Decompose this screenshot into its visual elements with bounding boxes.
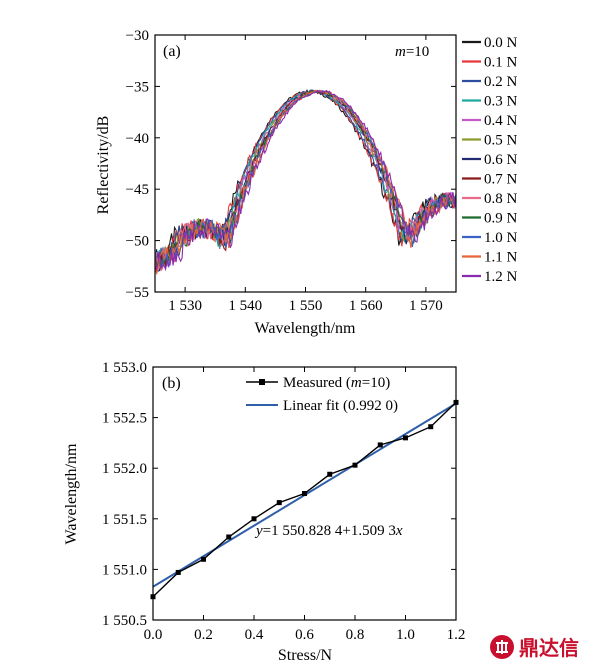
panel-a-curves xyxy=(155,89,456,275)
legend-measured-label: Measured (m=10) xyxy=(283,375,390,391)
panel-a-legend: 0.0 N 0.1 N 0.2 N 0.3 N 0.4 N 0.5 N 0.6 N 0.7 N… xyxy=(462,35,518,285)
legend-entry-label: 1.2 N xyxy=(484,269,518,285)
legend-entry-label: 0.2 N xyxy=(484,74,518,90)
panel-b-y-tick-label: 1 551.5 xyxy=(102,512,147,528)
legend-fit-label: Linear fit (0.992 0) xyxy=(283,398,398,414)
measured-point xyxy=(327,471,333,477)
panel-a-y-tick-label: −50 xyxy=(126,234,149,250)
panel-b-x-tick-label: 1.2 xyxy=(447,627,466,643)
measured-point xyxy=(403,435,408,441)
panel-a-x-tick-label: 1 550 xyxy=(289,298,323,314)
spectrum-line-1-2-N xyxy=(155,89,456,272)
panel-b-y-tick-label: 1 550.5 xyxy=(102,613,147,629)
measured-point xyxy=(251,516,257,522)
legend-entry-label: 0.8 N xyxy=(484,191,518,207)
legend-entry-label: 1.1 N xyxy=(484,250,518,266)
measured-point xyxy=(352,462,358,468)
panel-a-y-tick-label: −45 xyxy=(126,182,149,198)
panel-a-tag: (a) xyxy=(163,43,181,60)
legend-entry-label: 0.3 N xyxy=(484,94,518,110)
panel-a-plot-frame xyxy=(154,34,457,293)
panel-b-y-tick-label: 1 553.0 xyxy=(102,360,147,376)
spectrum-line-1-1-N xyxy=(155,89,456,275)
panel-b-linear-fit-chart: 0.0 0.2 0.4 0.6 0.8 1.0 1.2 1 550.5 1 551.0 1 551… xyxy=(63,360,465,664)
panel-a-y-tick-label: −35 xyxy=(126,79,149,95)
panel-b-x-tick-label: 0.2 xyxy=(194,627,213,643)
measured-point xyxy=(302,491,307,496)
legend-measured-m: m xyxy=(351,375,362,391)
watermark-text: 鼎达信 xyxy=(519,636,579,660)
panel-a-x-tick-label: 1 570 xyxy=(409,298,443,314)
panel-a-m-symbol: m xyxy=(395,44,406,60)
legend-entry-label: 0.6 N xyxy=(484,152,518,168)
panel-b-x-tick-label: 0.0 xyxy=(144,627,163,643)
panel-a-x-axis-label: Wavelength/nm xyxy=(255,320,356,337)
panel-a-x-tick-label: 1 530 xyxy=(168,298,202,314)
legend-measured-suffix: =10) xyxy=(362,375,390,391)
spectrum-line-0-3-N xyxy=(155,89,456,267)
panel-a-y-tick-label: −55 xyxy=(126,285,149,301)
watermark-logo: 鼎达信 xyxy=(489,632,579,661)
panel-a-spectrum-chart: 1 530 1 540 1 550 1 560 1 570 −55 −50 −45 −40 −35… xyxy=(95,28,518,337)
legend-entry-label: 0.4 N xyxy=(484,113,518,129)
equation-y: y xyxy=(254,523,263,539)
measured-point xyxy=(201,556,206,562)
panel-a-y-tick-label: −40 xyxy=(126,131,149,147)
legend-measured-marker xyxy=(259,379,265,385)
equation-body: =1 550.828 4+1.509 3 xyxy=(263,523,396,539)
watermark-seal-icon xyxy=(490,634,514,659)
panel-b-tag: (b) xyxy=(162,375,181,392)
panel-b-y-tick-label: 1 551.0 xyxy=(102,562,147,578)
panel-b-x-tick-label: 1.0 xyxy=(396,627,415,643)
panel-b-x-axis-label: Stress/N xyxy=(278,647,333,664)
panel-a-y-axis-label: Reflectivity/dB xyxy=(95,116,112,215)
panel-a-m-value: =10 xyxy=(406,44,429,60)
spectrum-line-0-4-N xyxy=(155,89,456,271)
legend-measured-prefix: Measured ( xyxy=(283,375,351,391)
panel-b-y-axis-label: Wavelength/nm xyxy=(63,443,80,544)
legend-entry-label: 1.0 N xyxy=(484,230,518,246)
panel-a-ticks: 1 530 1 540 1 550 1 560 1 570 −55 −50 −45 −40 −35… xyxy=(126,28,456,314)
panel-a-x-tick-label: 1 540 xyxy=(228,298,262,314)
panel-a-y-tick-label: −30 xyxy=(126,28,149,44)
measured-point xyxy=(175,569,181,575)
panel-b-x-tick-label: 0.6 xyxy=(295,627,314,643)
panel-b-fit-equation: y=1 550.828 4+1.509 3x xyxy=(254,523,403,539)
legend-entry-label: 0.9 N xyxy=(484,211,518,227)
measured-point xyxy=(226,534,232,540)
panel-b-ticks: 0.0 0.2 0.4 0.6 0.8 1.0 1.2 1 550.5 1 551.0 1 551… xyxy=(102,360,465,643)
panel-b-x-tick-label: 0.4 xyxy=(245,627,264,643)
spectrum-line-0-1-N xyxy=(155,89,456,267)
panel-a-m-annotation: m=10 xyxy=(395,44,429,60)
legend-entry-label: 0.0 N xyxy=(484,35,518,51)
measured-point xyxy=(428,424,434,430)
spectrum-line-0-9-N xyxy=(155,89,456,270)
legend-entry-label: 0.5 N xyxy=(484,133,518,149)
measured-point xyxy=(276,500,282,506)
panel-b-x-tick-label: 0.8 xyxy=(346,627,365,643)
measured-point xyxy=(377,442,383,448)
panel-b-y-tick-label: 1 552.0 xyxy=(102,461,147,477)
legend-entry-label: 0.1 N xyxy=(484,55,518,71)
legend-entry-label: 0.7 N xyxy=(484,172,518,188)
panel-b-legend: Measured (m=10) Linear fit (0.992 0) xyxy=(246,375,398,414)
panel-a-x-tick-label: 1 560 xyxy=(349,298,383,314)
panel-b-series-group xyxy=(150,399,459,600)
panel-a-series-group xyxy=(155,89,456,275)
panel-b-y-tick-label: 1 552.5 xyxy=(102,411,147,427)
spectrum-line-1-0-N xyxy=(155,89,456,268)
equation-x: x xyxy=(395,523,403,539)
